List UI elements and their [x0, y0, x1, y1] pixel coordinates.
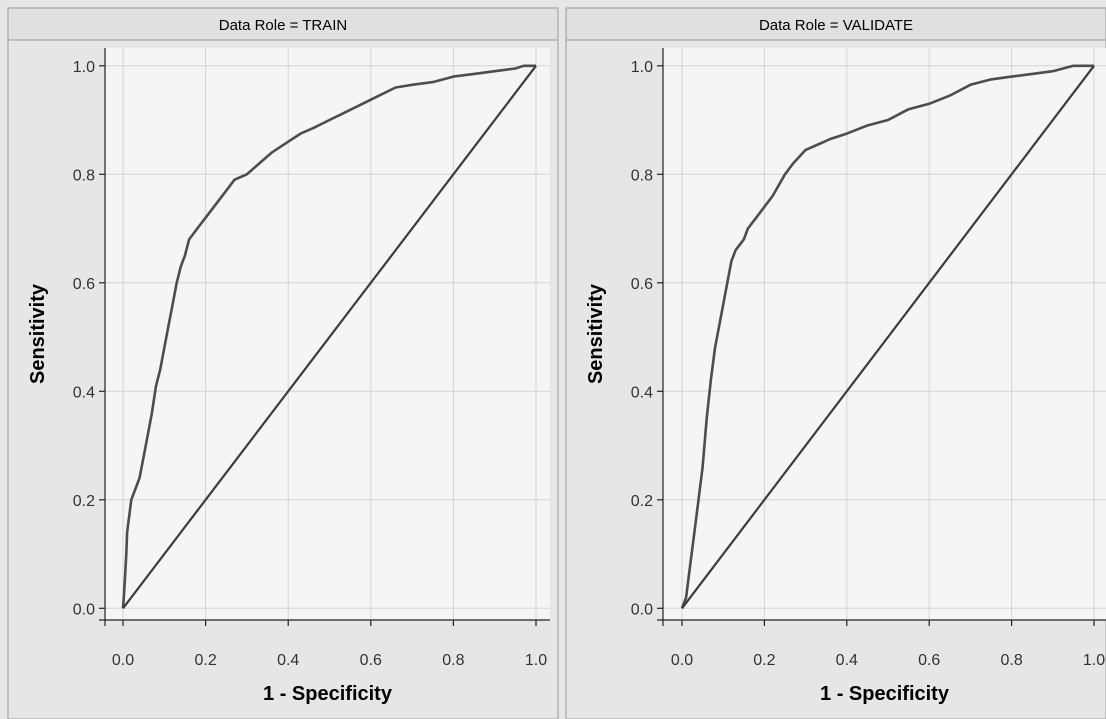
validate-xtick-label-1: 0.2	[753, 652, 775, 669]
validate-roc-curve	[680, 64, 1094, 609]
train-x-axis-label: 1 - Specificity	[263, 683, 393, 705]
validate-ytick-label-3: 0.6	[631, 276, 653, 293]
validate-x-axis-label: 1 - Specificity	[820, 683, 950, 705]
validate-xtick-label-2: 0.4	[836, 652, 858, 669]
validate-xtick-label-4: 0.8	[1000, 652, 1022, 669]
train-xtick-label-5: 1.0	[525, 652, 547, 669]
validate-plot-area	[663, 48, 1106, 620]
train-ytick-label-4: 0.8	[73, 167, 95, 184]
train-xtick-label-1: 0.2	[194, 652, 216, 669]
validate-panel-header	[565, 7, 1106, 41]
validate-ytick-label-4: 0.8	[631, 167, 653, 184]
validate-baseline-diagonal	[681, 65, 1095, 609]
validate-xtick-label-3: 0.6	[918, 652, 940, 669]
validate-ytick-label-1: 0.2	[631, 493, 653, 510]
train-roc-curve	[121, 64, 536, 609]
train-xtick-label-0: 0.0	[112, 652, 134, 669]
validate-xtick-label-5: 1.0	[1083, 652, 1105, 669]
validate-ytick-label-0: 0.0	[631, 601, 653, 618]
validate-ytick-label-2: 0.4	[631, 384, 653, 401]
train-baseline-diagonal	[122, 65, 537, 609]
train-ytick-label-2: 0.4	[73, 384, 95, 401]
train-ytick-label-5: 1.0	[73, 59, 95, 76]
train-ytick-label-0: 0.0	[73, 601, 95, 618]
train-ytick-label-3: 0.6	[73, 276, 95, 293]
train-xtick-label-3: 0.6	[360, 652, 382, 669]
train-y-axis-label: Sensitivity	[27, 283, 49, 384]
train-panel-header	[7, 7, 559, 41]
validate-xtick-label-0: 0.0	[671, 652, 693, 669]
train-xtick-label-4: 0.8	[442, 652, 464, 669]
validate-y-axis-label: Sensitivity	[585, 283, 607, 384]
train-xtick-label-2: 0.4	[277, 652, 299, 669]
validate-panel-title: Data Role = VALIDATE	[759, 17, 913, 34]
train-ytick-label-1: 0.2	[73, 493, 95, 510]
train-panel-title: Data Role = TRAIN	[219, 17, 348, 34]
validate-ytick-label-5: 1.0	[631, 59, 653, 76]
